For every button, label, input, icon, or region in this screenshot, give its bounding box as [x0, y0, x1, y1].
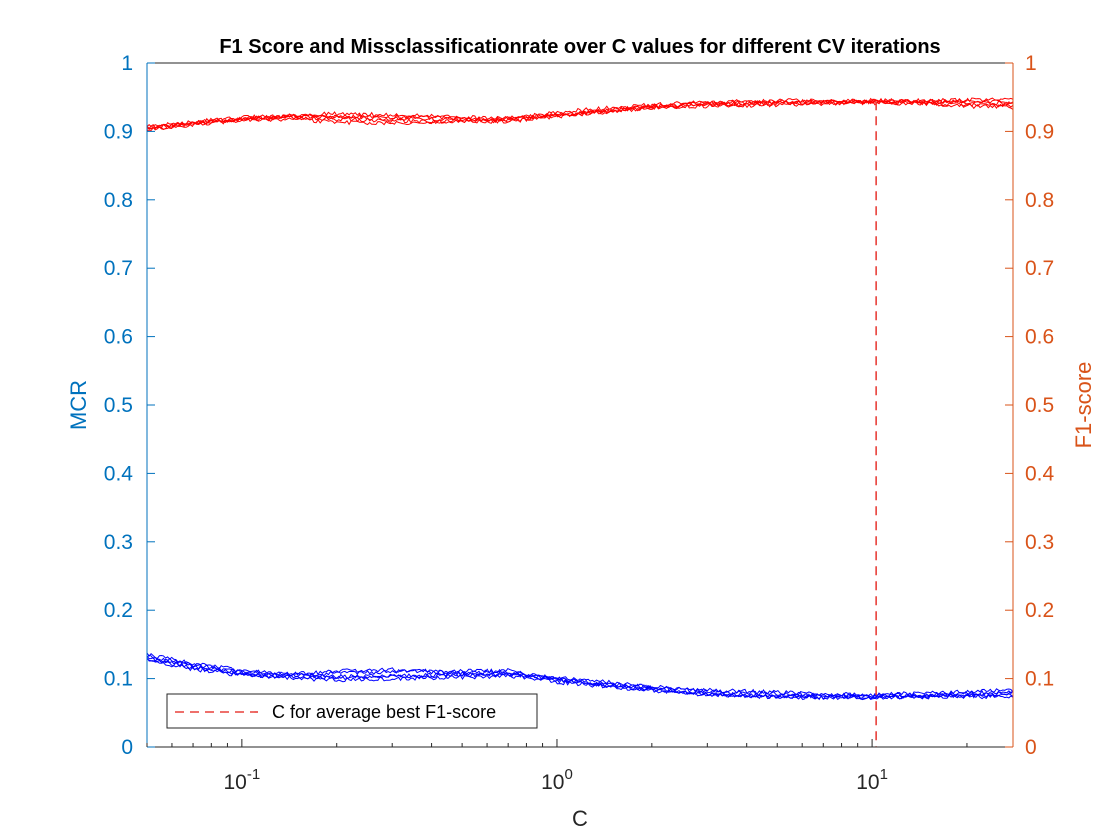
right-y-tick-label: 0.8 [1025, 189, 1054, 212]
plot-area [146, 97, 1014, 747]
right-y-tick-label: 0.7 [1025, 257, 1054, 280]
left-y-tick-label: 0.1 [104, 668, 133, 691]
right-y-tick-label: 0.1 [1025, 668, 1054, 691]
left-y-ticks: 0 0.1 0.2 0.3 0.4 0.5 0.6 0.7 0.8 0.9 1 [104, 52, 155, 759]
mcr-series-line [146, 654, 1014, 698]
left-y-tick-label: 0.2 [104, 599, 133, 622]
chart-title: F1 Score and Missclassificationrate over… [219, 36, 940, 58]
right-y-tick-label: 0.6 [1025, 326, 1054, 349]
left-y-axis-label: MCR [66, 380, 91, 430]
f1-series-line [146, 97, 1014, 130]
left-y-tick-label: 1 [121, 52, 133, 75]
mcr-series-group [146, 652, 1014, 701]
mcr-series-line [146, 657, 1014, 700]
left-y-tick-label: 0.9 [104, 120, 133, 143]
x-tick-label: 101 [856, 766, 888, 794]
left-y-tick-label: 0.4 [104, 462, 134, 485]
right-y-tick-label: 0.3 [1025, 531, 1054, 554]
x-ticks: 10-1 100 101 [146, 739, 968, 794]
legend-box [166, 693, 538, 729]
right-y-tick-label: 0.9 [1025, 120, 1054, 143]
f1-series-line [146, 100, 1014, 132]
right-y-tick-label: 0.5 [1025, 394, 1054, 417]
f1-series-group [146, 97, 1014, 132]
left-y-tick-label: 0.8 [104, 189, 133, 212]
legend: C for average best F1-score [166, 693, 538, 729]
right-y-ticks: 0 0.1 0.2 0.3 0.4 0.5 0.6 0.7 0.8 0.9 1 [1005, 52, 1055, 759]
x-tick-label: 100 [541, 766, 573, 794]
left-y-tick-label: 0.6 [104, 326, 133, 349]
left-y-tick-label: 0.3 [104, 531, 133, 554]
left-y-tick-label: 0.7 [104, 257, 133, 280]
right-y-tick-label: 0.4 [1025, 462, 1055, 485]
right-y-axis-label: F1-score [1071, 362, 1096, 449]
mcr-series-line [146, 657, 1013, 701]
axes: 0 0.1 0.2 0.3 0.4 0.5 0.6 0.7 0.8 0.9 1 0 0.1 0.2 0.3… [104, 52, 1055, 794]
x-tick-label: 10-1 [224, 766, 261, 794]
legend-entry-best-c: C for average best F1-score [272, 702, 496, 722]
left-y-tick-label: 0 [121, 736, 133, 759]
x-axis-label: C [572, 806, 588, 831]
left-y-tick-label: 0.5 [104, 394, 133, 417]
right-y-tick-label: 0 [1025, 736, 1037, 759]
right-y-tick-label: 0.2 [1025, 599, 1054, 622]
right-y-tick-label: 1 [1025, 52, 1037, 75]
